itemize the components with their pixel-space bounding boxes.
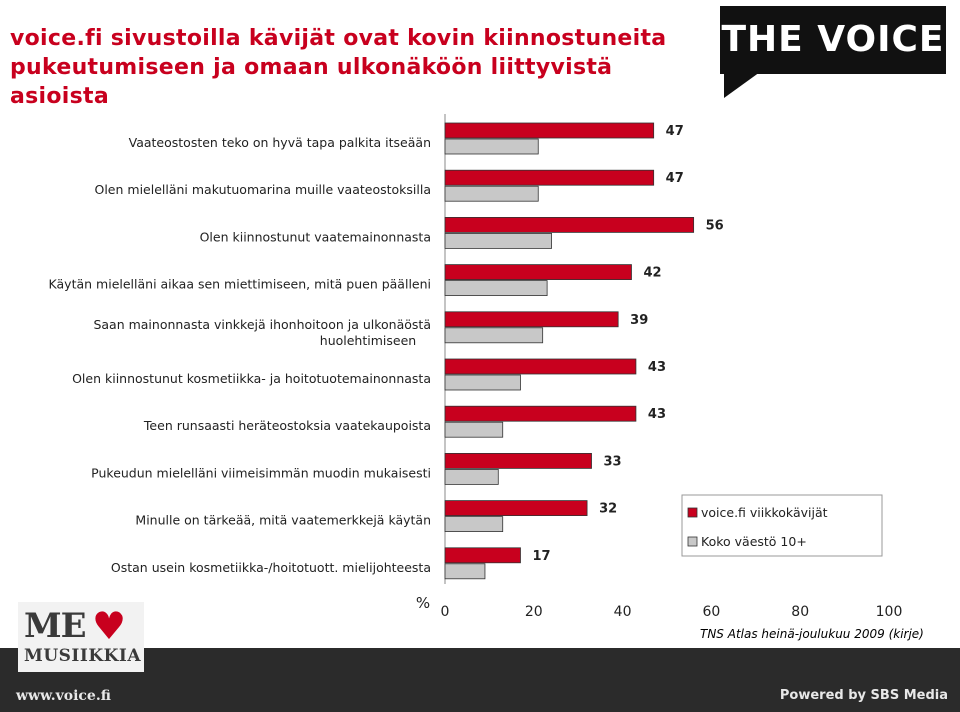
legend-box xyxy=(681,494,883,557)
legend-label-series2: Koko väestö 10+ xyxy=(701,534,807,549)
footer-url[interactable]: www.voice.fi xyxy=(16,688,111,704)
bar-series2 xyxy=(444,374,521,391)
bar-series2 xyxy=(444,233,552,249)
category-label: Saan mainonnasta vinkkejä ihonhoitoon ja… xyxy=(93,317,431,348)
heart-icon: ♥ xyxy=(92,604,127,648)
me-musiikkia-logo: ME ♥ MUSIIKKIA xyxy=(18,602,144,672)
category-label: Käytän mielelläni aikaa sen miettimiseen… xyxy=(49,277,431,292)
bar-series1 xyxy=(444,405,637,422)
legend-swatch-series1 xyxy=(687,507,698,518)
bar-series2 xyxy=(444,327,544,344)
data-label: 47 xyxy=(666,171,684,186)
bar-series1 xyxy=(444,500,588,517)
badge-me-text: ME xyxy=(24,606,87,646)
footer-powered-by: Powered by SBS Media xyxy=(779,688,948,703)
x-tick-label: 20 xyxy=(525,604,543,620)
bar-series1 xyxy=(444,547,521,564)
x-axis-label: % xyxy=(416,594,430,612)
logo-text: THE VOICE xyxy=(721,19,945,60)
category-label: Ostan usein kosmetiikka-/hoitotuott. mie… xyxy=(111,560,431,575)
data-label: 56 xyxy=(706,218,724,233)
bar-series1 xyxy=(444,169,655,186)
bar-series2 xyxy=(444,516,504,533)
bar-series2 xyxy=(444,563,486,580)
x-tick-label: 40 xyxy=(614,604,632,620)
data-label: 17 xyxy=(532,549,550,564)
data-label: 33 xyxy=(604,454,622,469)
category-label: Vaateostosten teko on hyvä tapa palkita … xyxy=(129,135,431,150)
bar-series1 xyxy=(444,264,632,281)
bar-series1 xyxy=(444,217,695,233)
x-tick-label: 0 xyxy=(441,604,450,620)
source-note: TNS Atlas heinä-joulukuu 2009 (kirje) xyxy=(700,627,924,641)
the-voice-logo: THE VOICE xyxy=(720,4,948,100)
data-label: 43 xyxy=(648,407,666,422)
data-label: 42 xyxy=(643,266,661,281)
legend-label-series1: voice.fi viikkokävijät xyxy=(701,505,828,520)
badge-musiikkia-text: MUSIIKKIA xyxy=(24,646,142,666)
x-tick-label: 60 xyxy=(702,604,720,620)
bar-series2 xyxy=(444,468,499,485)
x-tick-label: 100 xyxy=(876,604,903,620)
x-tick-label: 80 xyxy=(791,604,809,620)
legend-swatch-series2 xyxy=(687,536,698,547)
data-label: 47 xyxy=(666,124,684,139)
bar-series1 xyxy=(444,311,619,328)
data-label: 43 xyxy=(648,360,666,375)
category-label: Teen runsaasti heräteostoksia vaatekaupo… xyxy=(143,418,431,433)
bar-series2 xyxy=(444,185,539,202)
bar-series1 xyxy=(444,452,592,469)
page-title: voice.fi sivustoilla kävijät ovat kovin … xyxy=(10,26,667,109)
bar-series1 xyxy=(444,358,637,375)
footer-bar: www.voice.fi Powered by SBS Media xyxy=(0,648,960,712)
bar-series1 xyxy=(444,122,655,139)
category-label: Olen mielelläni makutuomarina muille vaa… xyxy=(95,182,432,197)
data-label: 32 xyxy=(599,502,617,517)
bar-series2 xyxy=(444,280,548,297)
bar-series2 xyxy=(444,138,539,155)
bar-chart: Vaateostosten teko on hyvä tapa palkita … xyxy=(49,114,903,620)
data-label: 39 xyxy=(630,313,648,328)
category-label: Pukeudun mielelläni viimeisimmän muodin … xyxy=(91,465,431,480)
category-label: Minulle on tärkeää, mitä vaatemerkkejä k… xyxy=(135,513,431,528)
category-label: Olen kiinnostunut vaatemainonnasta xyxy=(200,229,431,244)
bar-series2 xyxy=(444,421,504,438)
category-label: Olen kiinnostunut kosmetiikka- ja hoitot… xyxy=(72,371,431,386)
